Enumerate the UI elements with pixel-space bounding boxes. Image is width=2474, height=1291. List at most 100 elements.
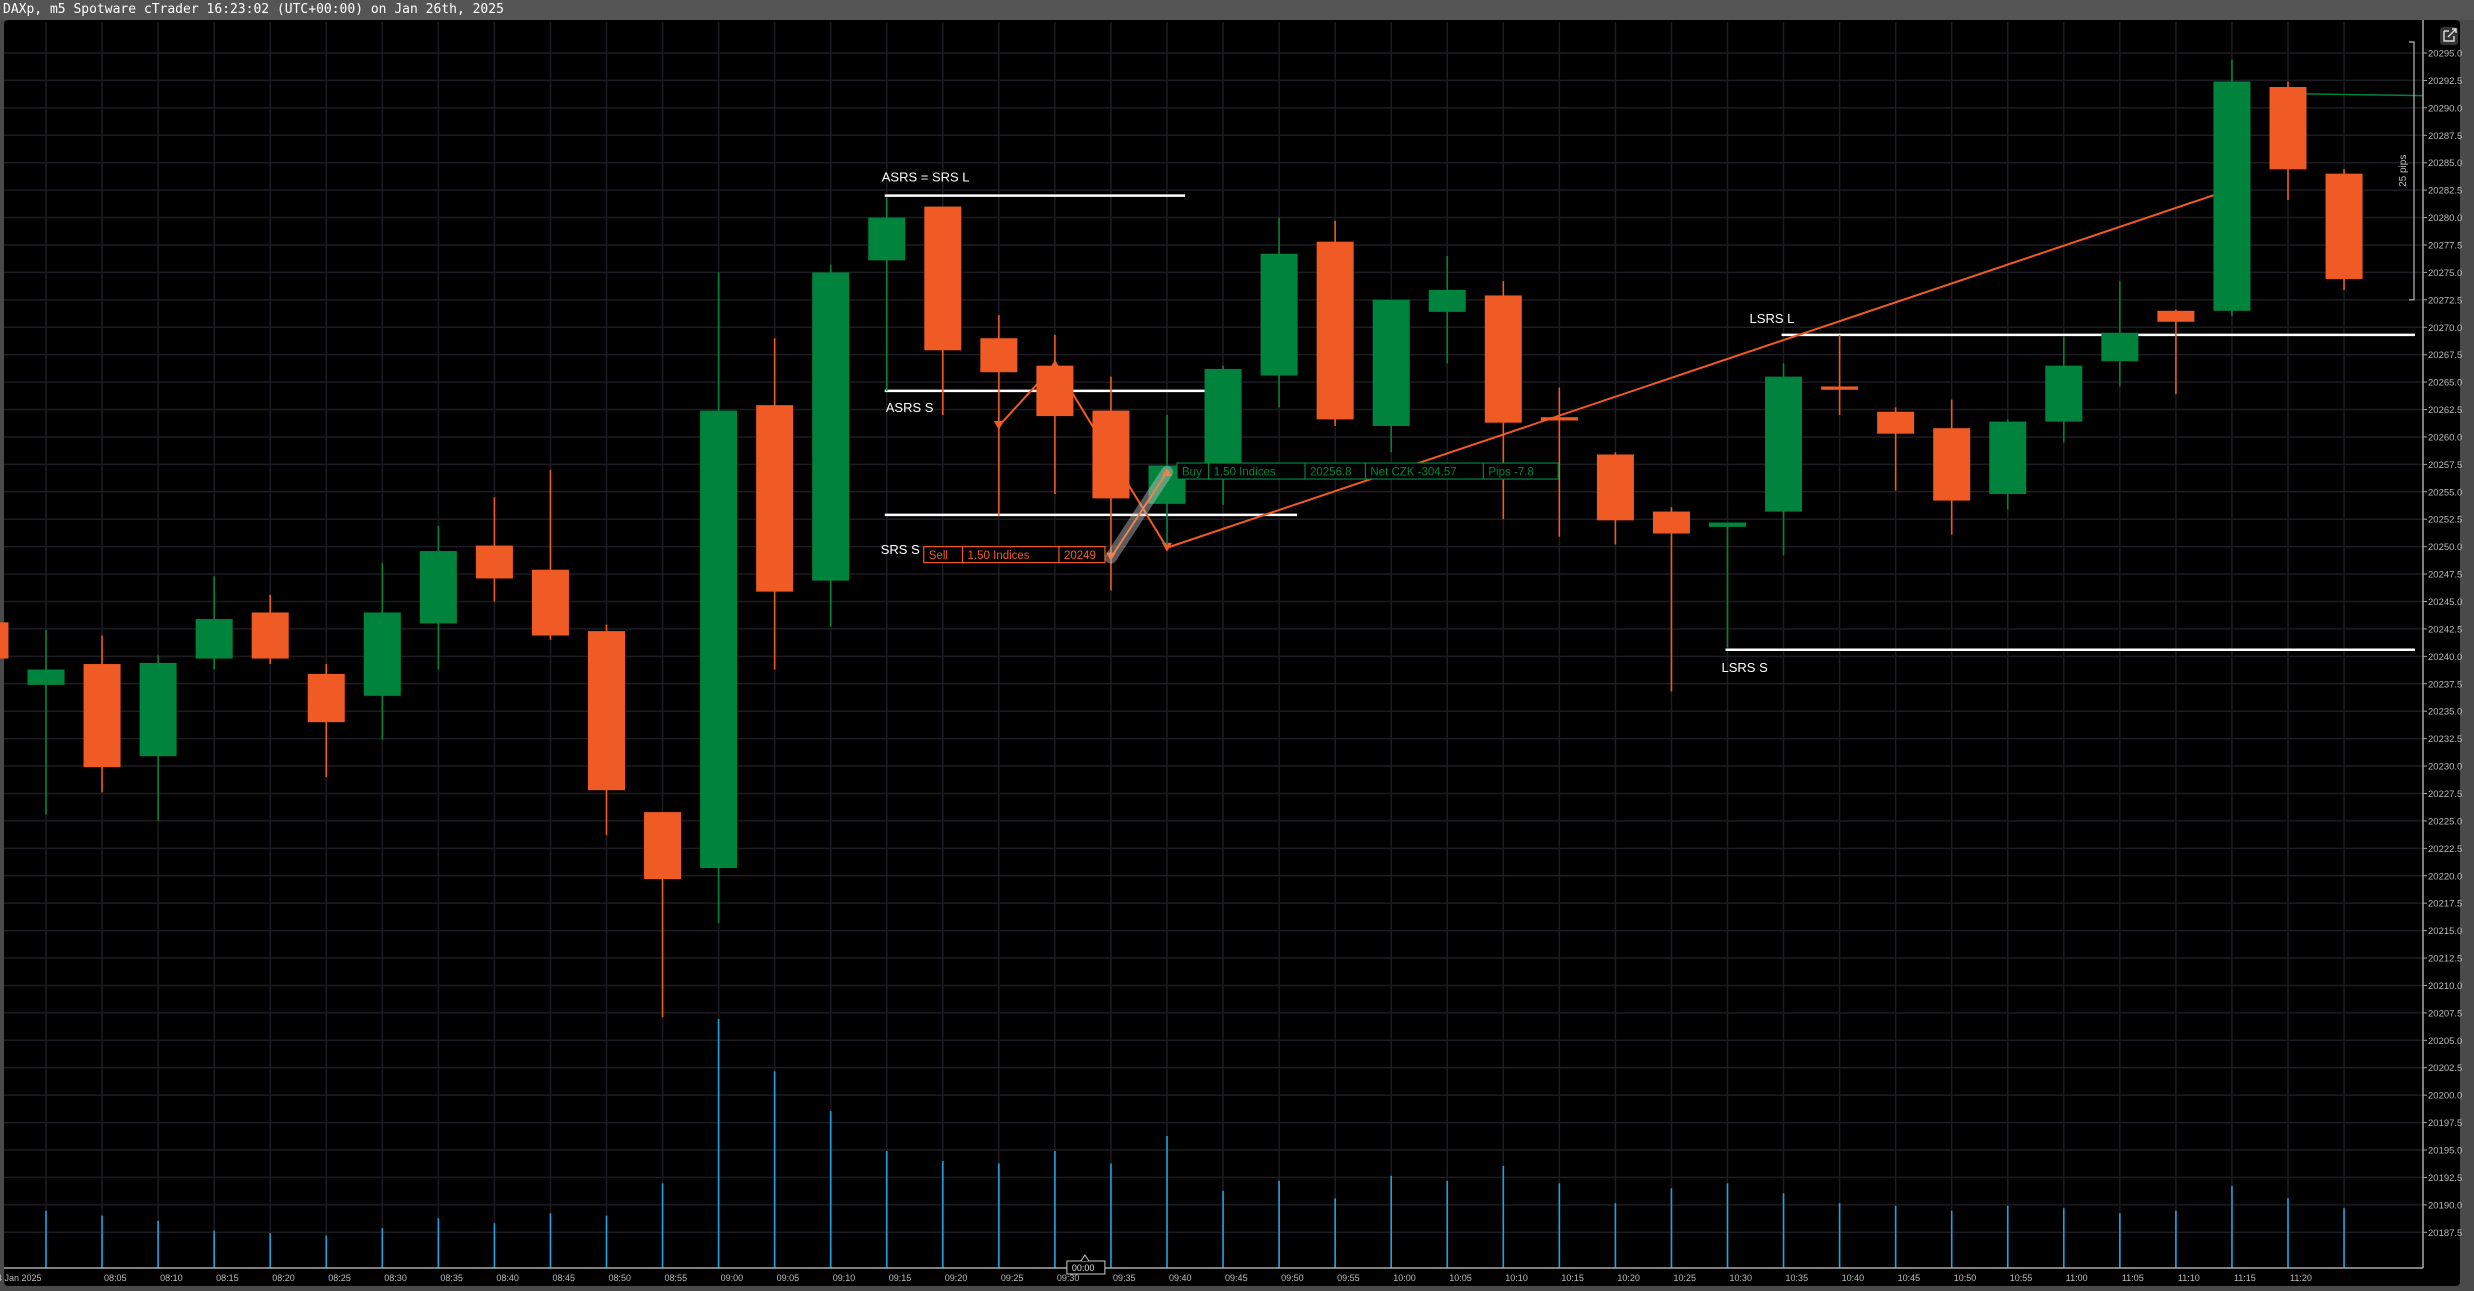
candle-body (83, 664, 121, 768)
time-label: 08:30 (384, 1273, 407, 1283)
price-tick-label: 20265.0 (2428, 378, 2462, 389)
sell-label-part: Sell (929, 550, 948, 562)
candle-body (195, 619, 233, 659)
time-label: 08:40 (496, 1273, 519, 1283)
candle (475, 497, 513, 602)
candle-body (0, 622, 9, 659)
price-tick-label: 20210.0 (2428, 981, 2462, 992)
date-label: 14 Jan 2025 (0, 1273, 41, 1283)
price-tick-label: 20260.0 (2428, 432, 2462, 443)
price-tick-label: 20205.0 (2428, 1036, 2462, 1047)
candle-body (1933, 428, 1971, 501)
price-tick-label: 20292.5 (2428, 76, 2462, 87)
time-axis[interactable]: 14 Jan 2025 08:05 08:10 08:15 08:20 08:25 08:3… (0, 1254, 2423, 1283)
window-title: DAXp, m5 Spotware cTrader 16:23:02 (UTC+… (0, 0, 2474, 20)
pips-ruler (2409, 41, 2415, 301)
candle-body (924, 206, 962, 351)
time-label: 10:25 (1673, 1273, 1696, 1283)
candle (1372, 299, 1410, 453)
candle (756, 338, 794, 670)
price-axis[interactable]: 20295.0 20292.5 20290.0 20287.5 20285.0 20282… (2398, 20, 2462, 1268)
candle-body (1372, 299, 1410, 426)
level-label: ASRS S (886, 400, 934, 415)
price-tick-label: 20220.0 (2428, 871, 2462, 882)
price-tick-label: 20272.5 (2428, 295, 2462, 306)
candle (1765, 363, 1803, 556)
time-label: 09:45 (1225, 1273, 1248, 1283)
buy-label: Buy 1.50 Indices 20256.8 Net CZK -304.57 Pip… (1176, 462, 1559, 480)
candle-body (980, 338, 1018, 373)
price-tick-label: 20280.0 (2428, 213, 2462, 224)
candle-body (419, 551, 457, 624)
candle (1989, 419, 2027, 510)
candle (0, 622, 9, 659)
buy-label-part: Pips -7.8 (1488, 467, 1533, 479)
time-label: 08:55 (665, 1273, 688, 1283)
candle (700, 272, 738, 923)
candle (419, 525, 457, 670)
candle (195, 576, 233, 670)
sell-label-frame (923, 546, 1106, 564)
price-tick-label: 20242.5 (2428, 624, 2462, 635)
candle (307, 664, 345, 778)
time-label: 10:50 (1954, 1273, 1977, 1283)
price-tick-label: 20285.0 (2428, 158, 2462, 169)
price-tick-label: 20290.0 (2428, 103, 2462, 114)
candle (1821, 334, 1859, 416)
volume-bars (45, 1019, 2345, 1268)
candle (83, 635, 121, 793)
level-label: LSRS S (1722, 660, 1769, 675)
candle-body (2269, 87, 2307, 170)
price-tick-label: 20200.0 (2428, 1091, 2462, 1102)
time-label: 09:00 (721, 1273, 744, 1283)
price-tick-label: 20207.5 (2428, 1008, 2462, 1019)
candles (0, 59, 2363, 1018)
trade-markers: Sell 1.50 Indices 20249 Buy 1.50 Indices 2025… (923, 462, 1559, 564)
price-tick-label: 20282.5 (2428, 186, 2462, 197)
triangle-down-icon (1162, 542, 1172, 552)
candle (1260, 217, 1298, 408)
price-tick-label: 20240.0 (2428, 652, 2462, 663)
price-tick-label: 20257.5 (2428, 460, 2462, 471)
price-tick-label: 20187.5 (2428, 1228, 2462, 1239)
candle-body (756, 405, 794, 592)
crosshair-pointer-icon (1080, 1254, 1090, 1262)
price-tick-label: 20245.0 (2428, 597, 2462, 608)
candle-body (644, 812, 682, 880)
time-label: 08:45 (552, 1273, 575, 1283)
buy-arrow-icon (1162, 468, 1172, 477)
candle-body (1428, 289, 1466, 312)
buy-label-part: 1.50 Indices (1214, 467, 1276, 479)
price-tick-label: 20190.0 (2428, 1200, 2462, 1211)
candle-body (2213, 81, 2251, 311)
candle (1540, 387, 1578, 537)
time-label: 08:15 (216, 1273, 239, 1283)
price-tick-label: 20230.0 (2428, 762, 2462, 773)
candle (1036, 334, 1074, 494)
candle (2269, 81, 2307, 200)
popout-icon[interactable] (2440, 27, 2458, 45)
candle (27, 630, 65, 815)
candle (2045, 336, 2083, 443)
time-label: 10:15 (1561, 1273, 1584, 1283)
candle (1204, 365, 1242, 505)
sell-label: Sell 1.50 Indices 20249 (923, 546, 1106, 564)
candle-body (531, 569, 569, 636)
candle (2213, 59, 2251, 317)
candle-body (1765, 376, 1803, 512)
candle-body (363, 612, 401, 696)
price-tick-label: 20250.0 (2428, 542, 2462, 553)
level-label: LSRS L (1750, 311, 1795, 326)
candle-body (475, 545, 513, 579)
candle (868, 197, 906, 391)
crosshair-time: 00:00 (1072, 1263, 1095, 1273)
price-tick-label: 20295.0 (2428, 49, 2462, 60)
price-tick-label: 20212.5 (2428, 954, 2462, 965)
sell-label-part: 20249 (1064, 550, 1096, 562)
time-label: 11:05 (2122, 1273, 2144, 1283)
candle-body (1484, 295, 1522, 423)
price-tick-label: 20277.5 (2428, 240, 2462, 251)
time-label: 10:00 (1393, 1273, 1416, 1283)
candle-body (1092, 410, 1130, 499)
